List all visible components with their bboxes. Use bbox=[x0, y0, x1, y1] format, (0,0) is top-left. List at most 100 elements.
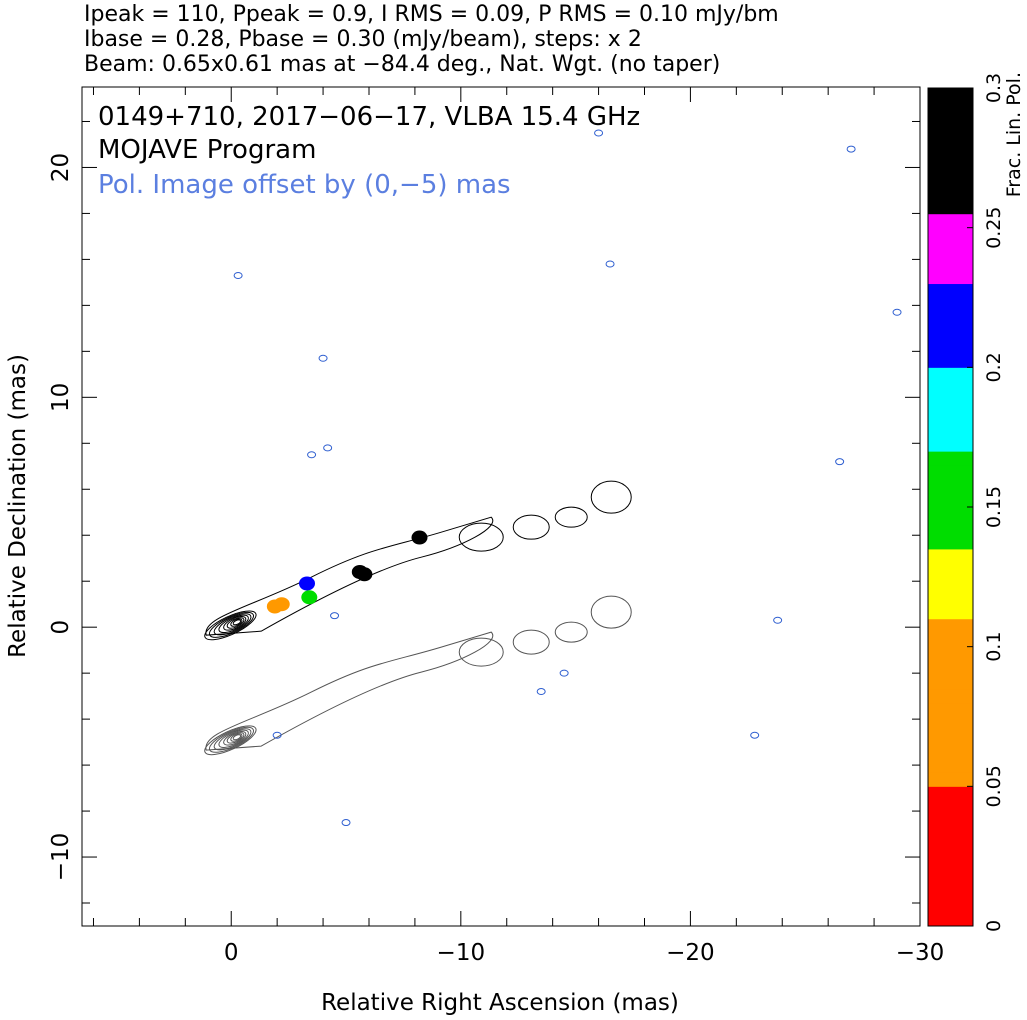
pol-spot bbox=[411, 530, 428, 545]
intensity-contour bbox=[232, 619, 242, 626]
y-tick-label: 10 bbox=[48, 383, 74, 412]
colorbar-segment bbox=[928, 534, 973, 550]
intensity-contour bbox=[223, 616, 247, 631]
pol-contour bbox=[536, 688, 546, 696]
colorbar-segment bbox=[928, 381, 973, 396]
pol-contour bbox=[892, 308, 902, 316]
x-axis-title: Relative Right Ascension (mas) bbox=[321, 990, 679, 1016]
offset-contour bbox=[223, 730, 247, 746]
offset-contour bbox=[232, 734, 242, 741]
pol-contour bbox=[307, 451, 317, 459]
pol-contour bbox=[318, 354, 328, 362]
colorbar-segment bbox=[928, 115, 973, 131]
pol-contour bbox=[559, 669, 569, 677]
header-line-1: Ipeak = 110, Ppeak = 0.9, I RMS = 0.09, … bbox=[84, 2, 779, 27]
colorbar-segment bbox=[928, 297, 973, 312]
offset-contour bbox=[218, 729, 249, 748]
axis-ticks bbox=[82, 87, 921, 926]
colorbar-segment bbox=[928, 632, 973, 648]
y-tick-label: 20 bbox=[48, 153, 74, 182]
pol-spot bbox=[301, 590, 318, 605]
colorbar-segment bbox=[928, 884, 973, 899]
colorbar-tick-label: 0 bbox=[983, 920, 1005, 932]
axis-labels: Relative Right Ascension (mas) Relative … bbox=[5, 72, 1025, 1016]
header-line-3: Beam: 0.65x0.61 mas at −84.4 deg., Nat. … bbox=[84, 52, 721, 77]
offset-contour bbox=[226, 732, 245, 744]
colorbar-segment bbox=[928, 520, 973, 536]
source-label: 0149+710, 2017−06−17, VLBA 15.4 GHz bbox=[98, 102, 641, 132]
intensity-contour bbox=[205, 516, 494, 636]
colorbar-segment bbox=[928, 786, 973, 801]
offset-contour bbox=[213, 728, 252, 751]
y-tick-label: −10 bbox=[48, 833, 74, 882]
colorbar-tick-label: 0.05 bbox=[983, 765, 1005, 807]
colorbar-tick-label: 0.2 bbox=[983, 352, 1005, 382]
program-label: MOJAVE Program bbox=[98, 135, 317, 165]
colorbar-segment bbox=[928, 325, 973, 340]
colorbar-segment bbox=[928, 269, 973, 285]
header-line-2: Ibase = 0.28, Pbase = 0.30 (mJy/beam), s… bbox=[84, 27, 642, 52]
colorbar-segment bbox=[928, 730, 973, 745]
pol-contour bbox=[233, 271, 243, 279]
intensity-contour bbox=[590, 480, 632, 514]
colorbar-segment bbox=[928, 842, 973, 857]
intensity-contour bbox=[458, 522, 504, 552]
colorbar-segment bbox=[928, 814, 973, 829]
colorbar bbox=[927, 87, 974, 927]
colorbar-segment bbox=[928, 758, 973, 773]
pol-contour bbox=[846, 145, 856, 153]
colorbar-segment bbox=[928, 437, 973, 452]
colorbar-segment bbox=[928, 171, 973, 187]
pol-contour bbox=[594, 129, 604, 137]
x-tick-label: −30 bbox=[896, 940, 945, 966]
colorbar-segment bbox=[928, 898, 973, 913]
y-tick-label: 0 bbox=[48, 620, 74, 635]
colorbar-segment bbox=[928, 604, 973, 620]
plot-area bbox=[204, 129, 902, 827]
pol-spot bbox=[356, 567, 373, 582]
offset-contour bbox=[205, 631, 494, 751]
colorbar-segment bbox=[928, 772, 973, 787]
contours bbox=[204, 129, 902, 827]
colorbar-segment bbox=[928, 367, 973, 382]
pol-contour bbox=[330, 612, 340, 620]
intensity-contour bbox=[218, 614, 249, 634]
colorbar-segment bbox=[928, 213, 973, 229]
colorbar-segment bbox=[928, 423, 973, 438]
colorbar-tick-label: 0.1 bbox=[983, 632, 1005, 662]
colorbar-segment bbox=[928, 688, 973, 704]
pol-contour bbox=[605, 260, 615, 268]
colorbar-segment bbox=[928, 353, 973, 368]
pol-offset-label: Pol. Image offset by (0,−5) mas bbox=[98, 170, 511, 200]
colorbar-segment bbox=[928, 744, 973, 759]
colorbar-segment bbox=[928, 199, 973, 215]
colorbar-segment bbox=[928, 870, 973, 885]
intensity-contour bbox=[230, 618, 243, 627]
pol-contour bbox=[272, 731, 282, 739]
colorbar-segment bbox=[928, 702, 973, 717]
pol-contour bbox=[773, 616, 783, 624]
colorbar-tick-label: 0.3 bbox=[983, 73, 1005, 103]
intensity-contour bbox=[213, 613, 252, 636]
colorbar-segment bbox=[928, 562, 973, 578]
pol-spot bbox=[266, 599, 283, 614]
colorbar-segment bbox=[928, 828, 973, 843]
pol-contour bbox=[323, 444, 333, 452]
colorbar-segment bbox=[928, 143, 973, 159]
colorbar-segment bbox=[928, 129, 973, 145]
x-tick-label: 0 bbox=[224, 940, 239, 966]
pol-contour bbox=[341, 819, 351, 827]
colorbar-segment bbox=[928, 716, 973, 731]
colorbar-segment bbox=[928, 185, 973, 201]
colorbar-segment bbox=[928, 507, 973, 522]
offset-contour bbox=[458, 637, 504, 667]
y-axis-title: Relative Declination (mas) bbox=[5, 354, 31, 658]
colorbar-segment bbox=[928, 800, 973, 815]
intensity-contour bbox=[512, 514, 550, 540]
colorbar-segment bbox=[928, 101, 973, 117]
colorbar-segment bbox=[928, 88, 973, 103]
colorbar-title: Frac. Lin. Pol. bbox=[1003, 72, 1025, 197]
colorbar-segment bbox=[928, 856, 973, 871]
colorbar-segment bbox=[928, 576, 973, 592]
colorbar-segment bbox=[928, 255, 973, 271]
